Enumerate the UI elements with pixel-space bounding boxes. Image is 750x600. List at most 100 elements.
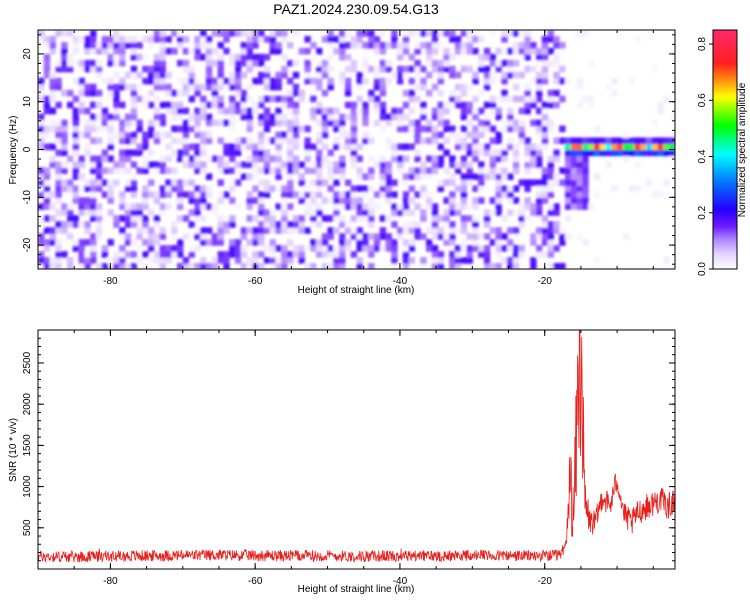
spectrogram-cell <box>483 173 491 180</box>
spectrogram-cell <box>153 83 161 91</box>
spectrogram-cell <box>159 161 166 168</box>
spectrogram-cell <box>90 209 97 216</box>
spectrogram-cell <box>43 185 51 192</box>
spectrogram-cell <box>553 137 560 145</box>
spectrogram-cell <box>333 47 340 55</box>
spectrogram-cell <box>576 30 583 37</box>
spectrogram-cell <box>454 83 462 91</box>
spectrogram-cell <box>269 209 276 216</box>
spectrogram-cell <box>281 113 288 121</box>
spectrogram-cell <box>38 131 45 139</box>
spectrogram-cell <box>553 173 560 180</box>
spectrogram-cell <box>356 30 363 37</box>
spectrogram-cell <box>483 245 491 252</box>
spectrogram-cell <box>258 119 265 127</box>
spectrogram-cell <box>95 65 103 73</box>
spectrogram-cell <box>246 47 253 55</box>
spectrogram-cell <box>547 233 554 240</box>
spectrogram-cell <box>229 101 236 109</box>
spectrogram-cell <box>252 42 259 49</box>
spectrogram-cell <box>373 65 381 73</box>
spectrogram-cell <box>130 101 138 109</box>
spectrogram-cell <box>194 131 201 139</box>
spectrogram-cell <box>408 173 415 180</box>
spectrogram-cell <box>640 143 647 151</box>
spectrogram-cell <box>426 173 433 180</box>
spectrogram-cell <box>437 155 444 163</box>
spectrogram-cell <box>344 191 352 198</box>
spectrogram-cell <box>437 185 444 192</box>
spectrogram-cell <box>55 221 62 228</box>
spectrogram-cell <box>153 233 161 240</box>
spectrogram-cell <box>339 53 346 61</box>
spectrogram-cell <box>200 203 207 210</box>
spectrogram-cell <box>287 251 294 258</box>
spectrogram-cell <box>142 191 149 198</box>
spectrogram-cell <box>368 65 375 73</box>
spectrogram-cell <box>90 113 97 121</box>
spectrogram-cell <box>449 251 456 258</box>
spectrogram-cell <box>61 125 68 133</box>
spectrogram-cell <box>449 71 456 79</box>
spectrogram-cell <box>223 191 230 198</box>
spectrogram-cell <box>316 173 323 180</box>
spectrogram-cell <box>310 263 317 269</box>
spectrogram-cell <box>530 42 537 49</box>
spectrogram-cell <box>576 179 583 186</box>
spectrogram-cell <box>466 36 473 43</box>
spectrogram-cell <box>310 113 317 121</box>
spectrogram-cell <box>72 191 80 198</box>
spectrogram-cell <box>188 191 195 198</box>
spectrogram-cell <box>252 155 259 163</box>
spectrogram-cell <box>171 89 178 97</box>
spectrogram-cell <box>368 137 375 145</box>
spectrogram-cell <box>321 131 329 139</box>
spectrogram-cell <box>541 197 549 204</box>
spectrogram-cell <box>72 113 80 121</box>
spectrogram-cell <box>518 209 525 216</box>
spectrogram-cell <box>368 215 375 222</box>
spectrogram-cell <box>507 173 514 180</box>
spectrogram-cell <box>472 47 479 55</box>
spectrogram-cell <box>95 227 103 234</box>
spectrogram-cell <box>454 203 462 210</box>
spectrogram-cell <box>391 107 398 115</box>
spectrogram-cell <box>530 239 537 246</box>
spectrogram-cell <box>188 65 195 73</box>
spectrogram-cell <box>101 42 109 49</box>
spectrogram-cell <box>495 197 502 204</box>
spectrogram-cell <box>576 101 583 109</box>
spectrogram-cell <box>466 42 473 49</box>
spectrogram-cell <box>38 113 45 121</box>
spectrogram-cell <box>136 143 143 151</box>
spectrogram-cell <box>165 185 172 192</box>
spectrogram-cell <box>541 101 549 109</box>
spectrogram-cell <box>130 221 138 228</box>
spectrogram-cell <box>379 83 387 91</box>
spectrogram-cell <box>512 233 520 240</box>
spectrogram-cell <box>101 36 109 43</box>
spectrogram-cell <box>524 215 531 222</box>
spectrogram-cell <box>165 203 172 210</box>
spectrogram-cell <box>530 179 537 186</box>
spectrogram-cell <box>153 197 161 204</box>
spectrogram-cell <box>258 167 265 174</box>
spectrogram-cell <box>49 203 56 210</box>
spectrogram-cell <box>547 173 554 180</box>
spectrogram-cell <box>130 47 138 55</box>
spectrogram-cell <box>263 191 271 198</box>
spectrogram-cell <box>443 47 450 55</box>
spectrogram-cell <box>159 257 166 264</box>
spectrogram-cell <box>617 149 624 157</box>
spectrogram-cell <box>246 83 253 91</box>
spectrogram-cell <box>84 185 91 192</box>
spectrogram-cell <box>182 215 190 222</box>
spectrogram-cell <box>124 125 132 133</box>
spectrogram-cell <box>130 263 138 269</box>
spectrogram-cell <box>547 221 554 228</box>
spectrogram-cell <box>61 209 68 216</box>
spectrogram-cell <box>339 42 346 49</box>
spectrogram-cell <box>252 185 259 192</box>
spectrogram-cell <box>95 221 103 228</box>
spectrogram-cell <box>38 203 45 210</box>
